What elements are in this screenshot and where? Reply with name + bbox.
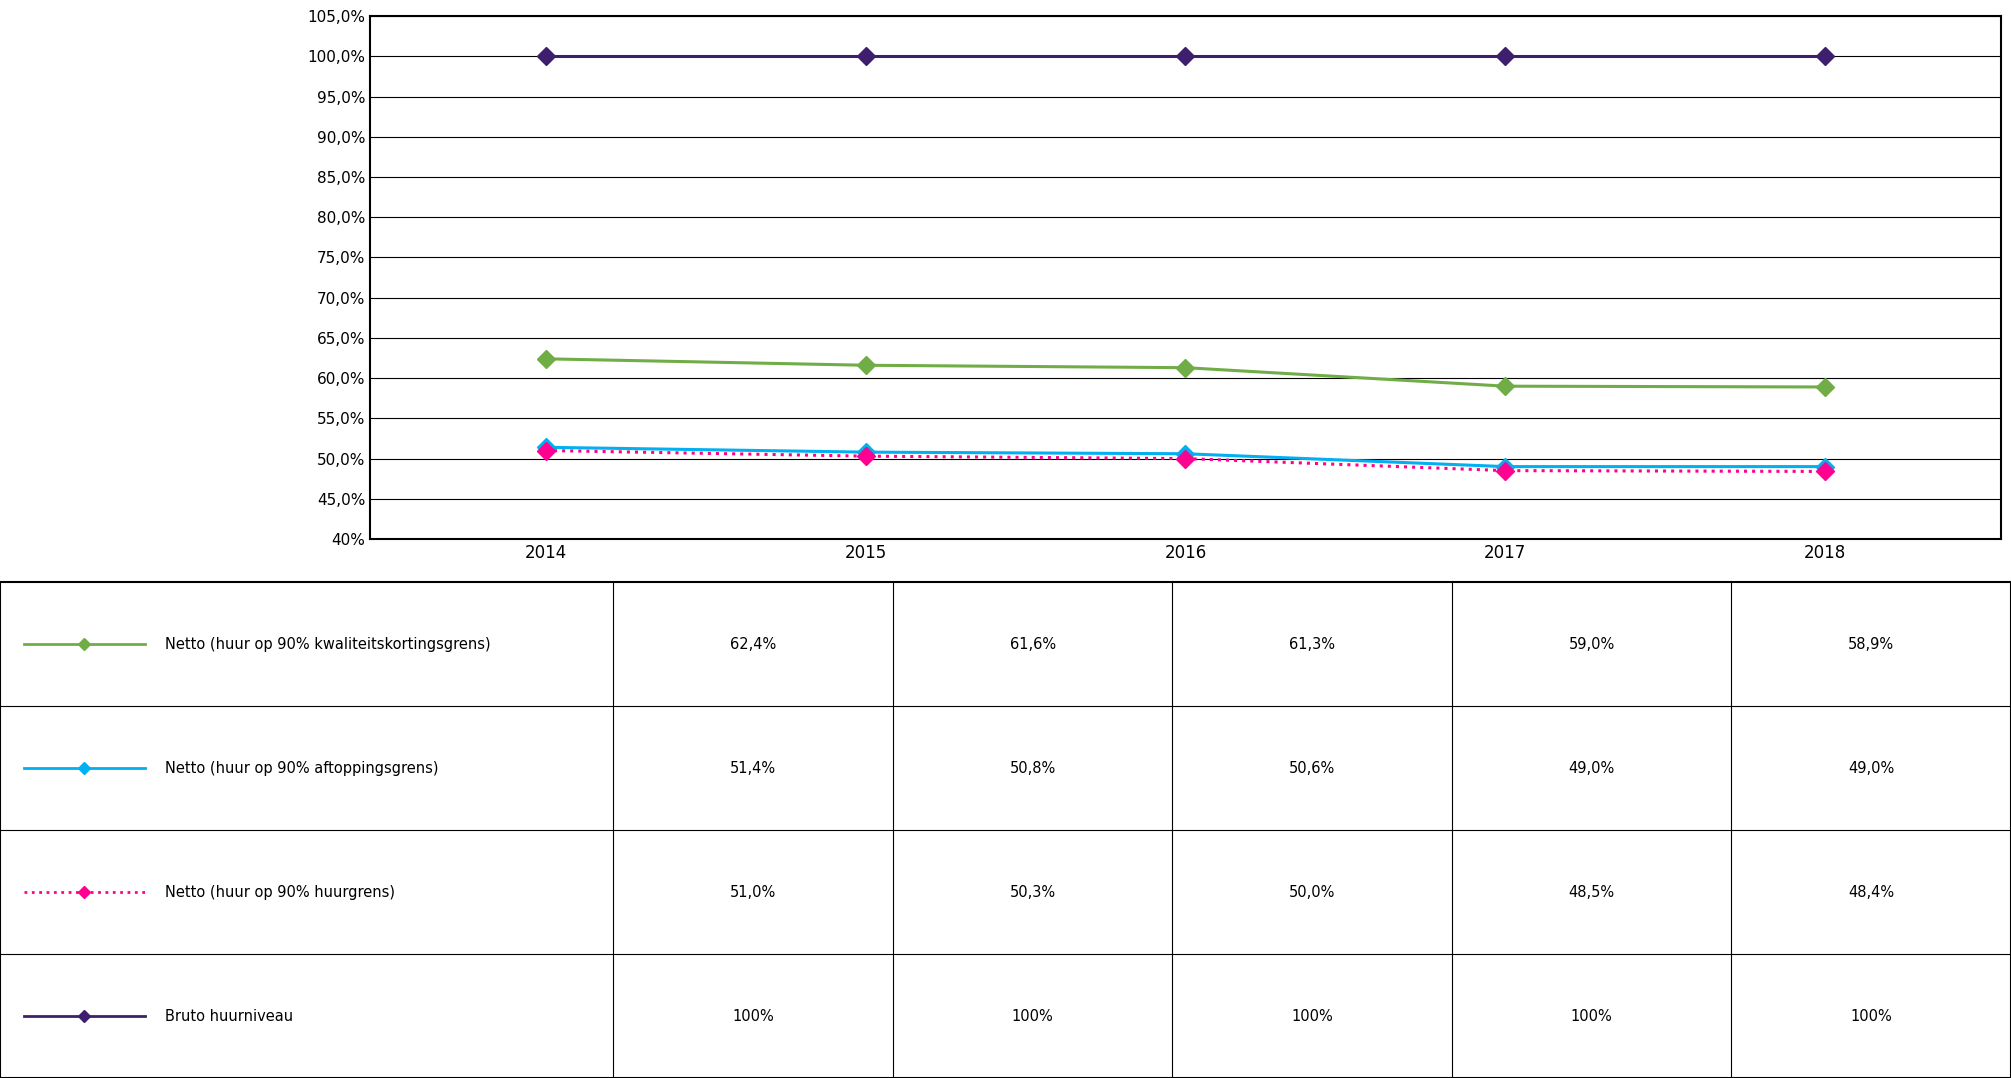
Text: Bruto huurniveau: Bruto huurniveau xyxy=(165,1009,294,1023)
Text: 48,5%: 48,5% xyxy=(1569,885,1615,899)
Text: 50,6%: 50,6% xyxy=(1289,761,1335,775)
Text: 62,4%: 62,4% xyxy=(730,637,776,651)
Text: 59,0%: 59,0% xyxy=(1569,637,1615,651)
Text: Netto (huur op 90% huurgrens): Netto (huur op 90% huurgrens) xyxy=(165,885,394,899)
Text: 100%: 100% xyxy=(1571,1009,1613,1023)
Text: 100%: 100% xyxy=(1850,1009,1892,1023)
Text: 50,8%: 50,8% xyxy=(1010,761,1056,775)
Text: 50,0%: 50,0% xyxy=(1289,885,1335,899)
Text: 100%: 100% xyxy=(1012,1009,1054,1023)
Text: 61,3%: 61,3% xyxy=(1289,637,1335,651)
Text: 100%: 100% xyxy=(732,1009,774,1023)
Text: 49,0%: 49,0% xyxy=(1569,761,1615,775)
Text: 61,6%: 61,6% xyxy=(1010,637,1056,651)
Text: 50,3%: 50,3% xyxy=(1010,885,1056,899)
Text: 48,4%: 48,4% xyxy=(1848,885,1894,899)
Text: 58,9%: 58,9% xyxy=(1848,637,1894,651)
Text: Netto (huur op 90% kwaliteitskortingsgrens): Netto (huur op 90% kwaliteitskortingsgre… xyxy=(165,637,491,651)
Text: Netto (huur op 90% aftoppingsgrens): Netto (huur op 90% aftoppingsgrens) xyxy=(165,761,438,775)
Text: 51,0%: 51,0% xyxy=(730,885,776,899)
Text: 49,0%: 49,0% xyxy=(1848,761,1894,775)
Text: 100%: 100% xyxy=(1291,1009,1333,1023)
Text: 51,4%: 51,4% xyxy=(730,761,776,775)
